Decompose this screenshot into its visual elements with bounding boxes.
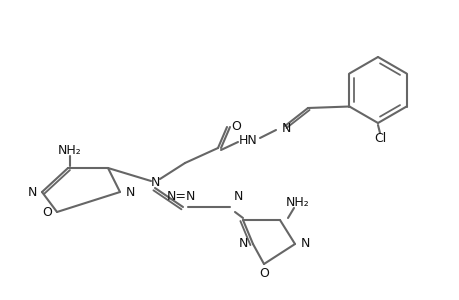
Text: NH₂: NH₂: [285, 196, 309, 208]
Text: N: N: [300, 238, 309, 250]
Text: N: N: [125, 185, 134, 199]
Text: N: N: [281, 122, 290, 134]
Text: O: O: [258, 268, 269, 281]
Text: O: O: [230, 121, 241, 134]
Text: N: N: [233, 190, 242, 203]
Text: N=N: N=N: [166, 190, 195, 203]
Text: N: N: [27, 185, 37, 199]
Text: NH₂: NH₂: [58, 143, 82, 157]
Text: Cl: Cl: [373, 133, 385, 146]
Text: O: O: [42, 206, 52, 218]
Text: N: N: [150, 176, 159, 190]
Text: N: N: [238, 238, 247, 250]
Text: HN: HN: [238, 134, 257, 146]
